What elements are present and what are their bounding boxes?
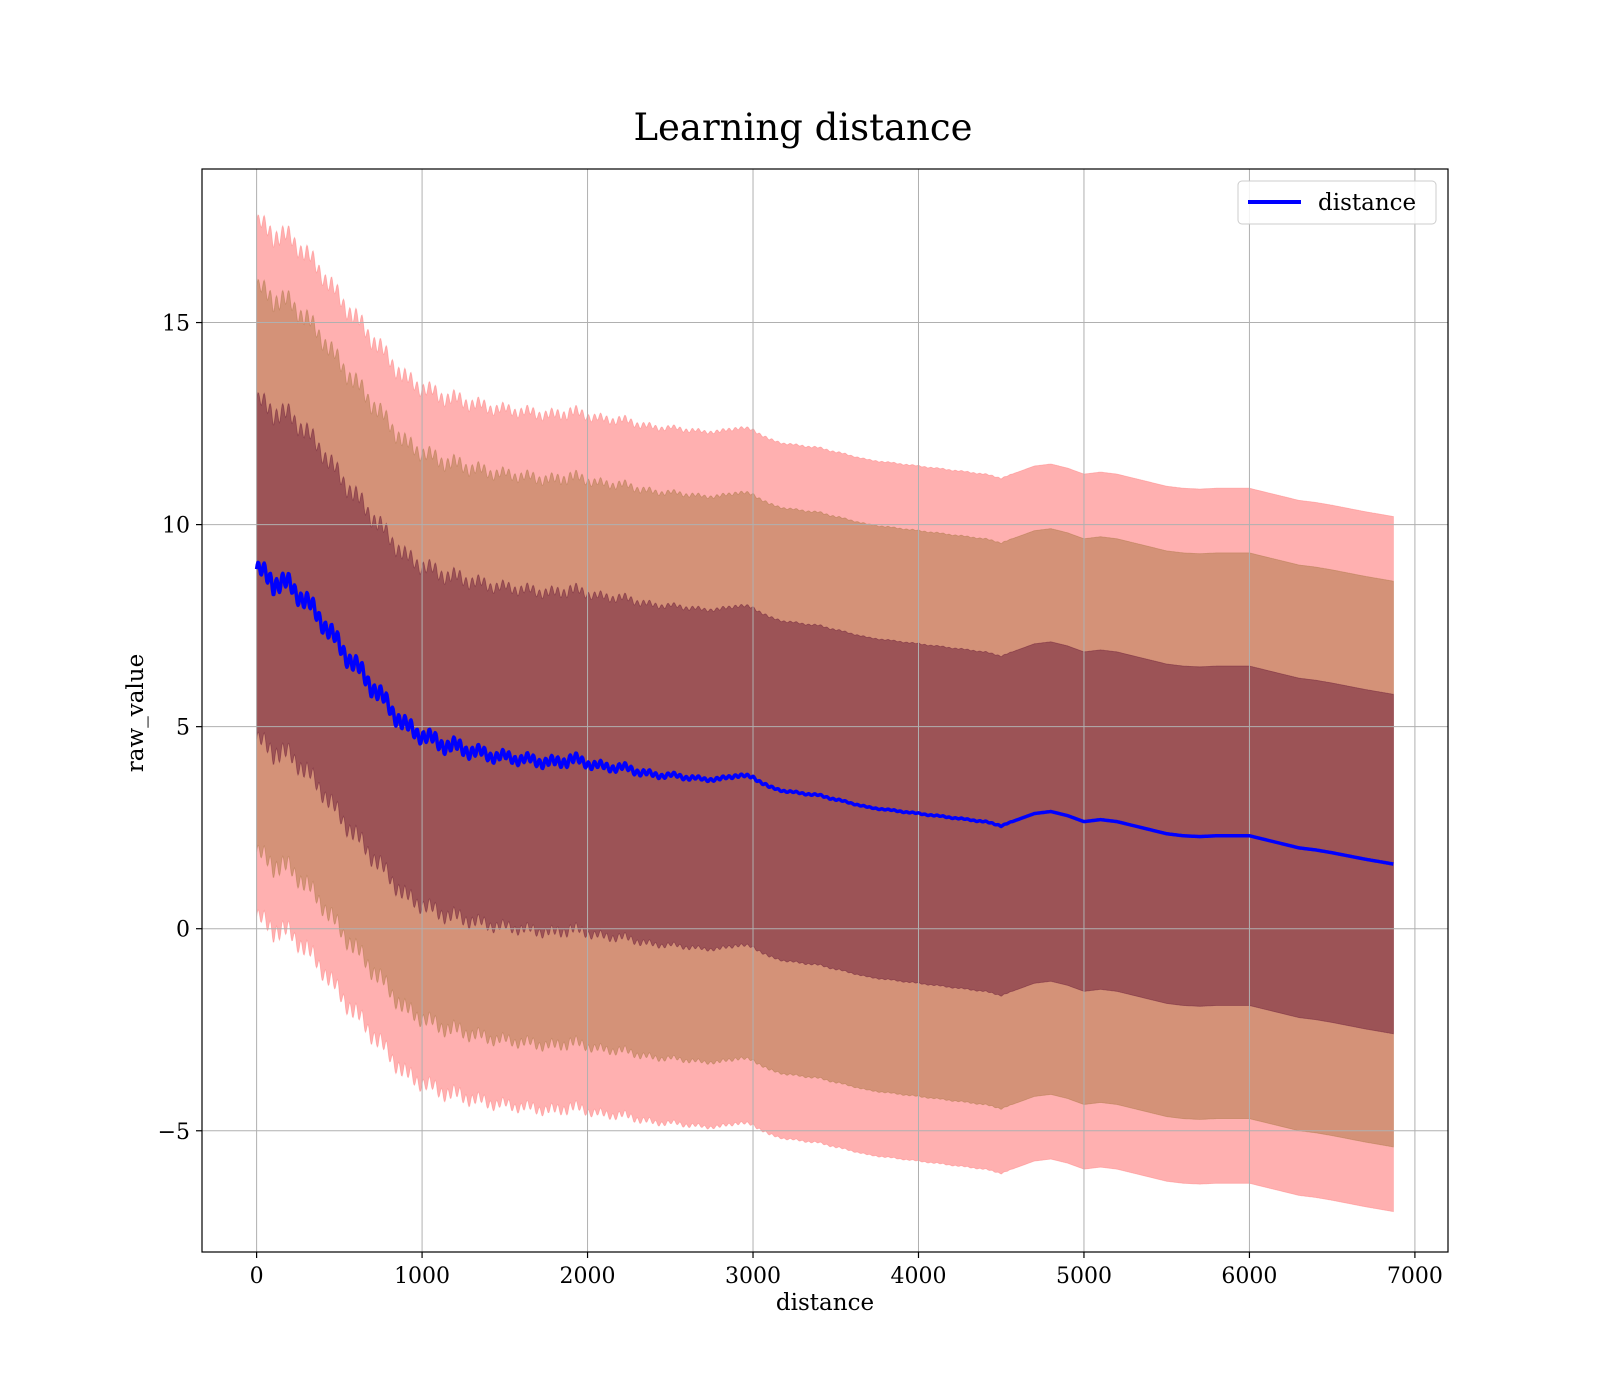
y-tick-label: 15: [162, 312, 190, 337]
y-tick-label: 10: [162, 514, 190, 539]
y-tick-label: 0: [176, 918, 190, 943]
y-tick-label: −5: [158, 1120, 190, 1145]
axis-ticks: 0 1000 2000 3000 4000 5000 6000 7000 −5 0 5 10 15: [158, 312, 1443, 1289]
x-tick-label: 6000: [1221, 1264, 1277, 1289]
legend-box: [1237, 180, 1437, 225]
legend-label: distance: [1318, 190, 1416, 216]
x-tick-label: 3000: [725, 1264, 781, 1289]
chart-title: Learning distance: [633, 106, 972, 149]
series-layer: [254, 560, 1395, 866]
y-tick-label: 5: [176, 716, 190, 741]
x-tick-label: 7000: [1387, 1264, 1443, 1289]
plot-frame: [201, 168, 1449, 1253]
confidence-band: [256, 391, 1394, 1035]
x-axis-label: distance: [776, 1290, 874, 1316]
x-tick-label: 0: [250, 1264, 264, 1289]
x-tick-label: 5000: [1056, 1264, 1112, 1289]
legend: distance: [1237, 180, 1437, 225]
y-axis-label: raw_value: [123, 654, 149, 772]
x-tick-label: 2000: [560, 1264, 616, 1289]
series-line-distance: [254, 560, 1395, 866]
plot-area: [256, 214, 1394, 1213]
x-tick-label: 4000: [890, 1264, 946, 1289]
x-tick-label: 1000: [394, 1264, 450, 1289]
grid: [202, 169, 1448, 1252]
